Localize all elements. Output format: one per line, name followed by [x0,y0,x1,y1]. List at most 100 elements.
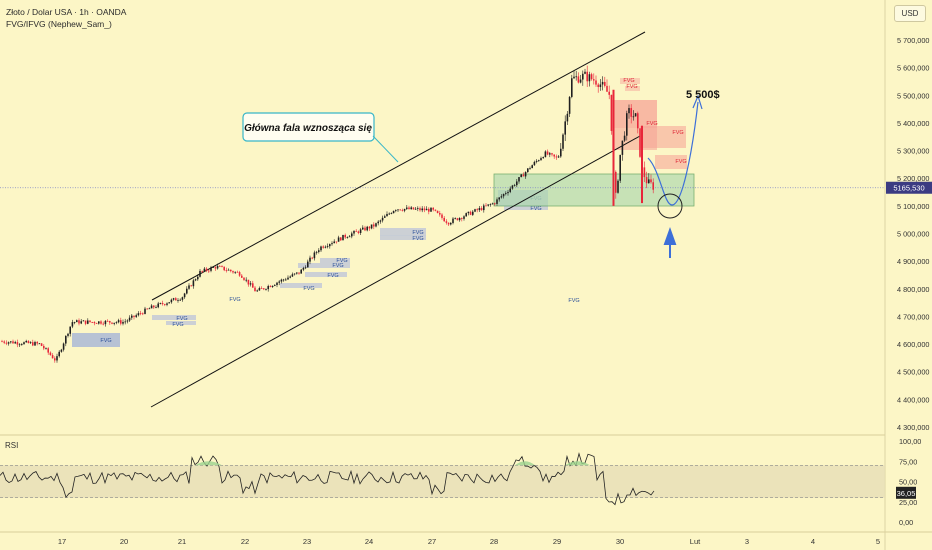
candle-bullish [56,356,58,361]
candle-bullish [648,179,650,184]
candle-bullish [571,78,573,97]
candle-bullish [421,208,423,211]
fvg-label: FVG [412,236,423,242]
candle-bullish [617,180,619,193]
candle-bullish [599,84,602,88]
candle-bearish [553,154,555,157]
candle-bullish [62,343,65,350]
candle-bullish [430,207,432,212]
candle-bearish [84,320,87,324]
fvg-zone-bullish [280,283,322,288]
fvg-label: FVG [172,322,183,328]
candle-bullish [628,108,630,114]
currency-selector[interactable]: USD [894,5,926,22]
candle-bullish [619,154,621,181]
candle-bullish [18,344,21,346]
rsi-label: RSI [5,441,19,450]
candle-bearish [3,341,5,343]
candle-bullish [498,197,500,200]
candle-bearish [476,209,478,211]
candle-bearish [322,246,324,248]
fvg-label: FVG [100,338,111,344]
candle-bearish [230,269,232,272]
candle-bearish [551,153,553,155]
candle-bearish [546,151,549,155]
candle-bullish [403,208,406,211]
candle-bullish [293,273,296,275]
rsi-overbought-fill [565,461,590,466]
time-tick-label: 30 [616,537,624,546]
candle-bearish [593,79,595,81]
candle-bullish [621,140,624,155]
candle-bullish [194,279,197,281]
candle-bullish [483,205,485,211]
time-tick-label: 4 [811,537,815,546]
candle-bullish [384,216,386,218]
candle-bullish [564,121,566,135]
candle-bearish [5,342,8,344]
time-tick-label: 5 [876,537,880,546]
candle-bullish [366,226,368,231]
price-tick-label: 5 700,000 [897,36,929,45]
candle-bearish [641,125,643,204]
candle-bearish [652,182,654,190]
fvg-zone-bearish [620,78,640,84]
candle-bearish [615,171,617,193]
candle-bearish [190,285,192,287]
candle-bullish [496,199,498,204]
candle-bearish [443,217,445,222]
candle-bullish [14,342,16,344]
candle-bullish [245,279,247,281]
candle-bearish [399,209,401,211]
candle-bullish [410,207,412,210]
candle-bullish [584,71,586,74]
candle-bullish [406,207,408,209]
rsi-overbought-fill [195,461,222,466]
fvg-zone-bearish [655,155,687,169]
candle-bearish [243,277,245,280]
time-tick-label: 3 [745,537,749,546]
candle-bullish [287,277,289,280]
symbol-title[interactable]: Złoto / Dolar USA · 1h · OANDA [6,7,127,17]
candle-bullish [538,160,540,162]
candle-bullish [10,341,12,343]
candle-bullish [463,216,465,219]
candle-bearish [311,257,313,259]
candle-bullish [210,267,212,271]
up-arrow-icon [663,227,677,258]
candle-bearish [612,89,615,206]
candle-bearish [639,128,641,157]
candle-bullish [359,229,362,233]
price-tick-label: 5 300,000 [897,147,929,156]
candle-bullish [425,208,428,211]
candle-bullish [98,321,100,324]
time-tick-label: 23 [303,537,311,546]
rsi-tick-label: 50,00 [899,478,917,487]
candle-bullish [467,211,470,214]
candle-bullish [300,269,302,274]
candle-bullish [159,303,162,304]
candle-bearish [630,108,632,117]
candle-bearish [340,237,342,241]
fvg-zone-bullish [166,321,196,325]
fvg-zone-bullish [320,258,350,263]
candle-bullish [458,218,461,221]
indicator-title[interactable]: FVG/IFVG (Nephew_Sam_) [6,19,112,29]
candle-bullish [395,210,397,211]
candle-bullish [566,113,569,122]
candle-bullish [296,272,298,274]
candle-bullish [168,302,170,304]
candle-bullish [131,315,133,318]
wave-callout-pointer [372,135,399,163]
candle-bearish [408,207,410,210]
candle-bullish [115,322,118,324]
candle-bullish [258,288,261,291]
candle-bullish [542,157,544,159]
candle-bearish [555,156,558,158]
candle-bullish [227,269,230,271]
candle-bullish [117,320,120,323]
candle-bullish [150,305,153,309]
candle-bullish [518,177,520,182]
